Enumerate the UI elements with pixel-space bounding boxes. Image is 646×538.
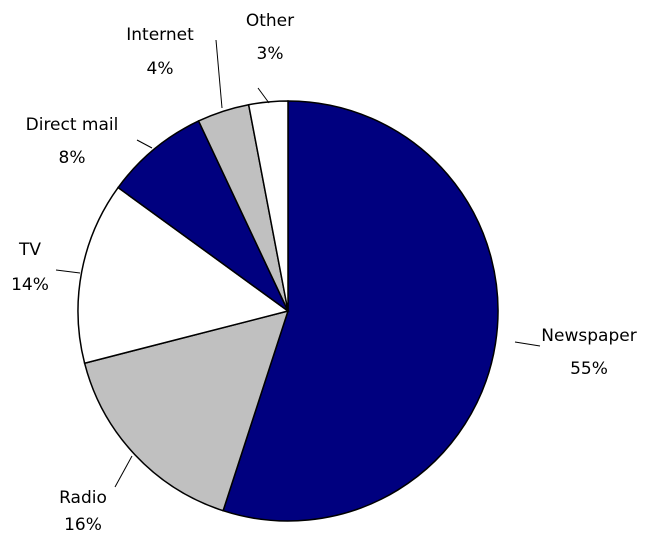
slice-value-radio: 16% bbox=[64, 515, 102, 535]
slice-label-radio: Radio bbox=[59, 488, 107, 508]
leader-line-other bbox=[257, 87, 270, 104]
leader-line-tv bbox=[55, 269, 81, 274]
slice-newspaper bbox=[222, 100, 499, 522]
slice-labels: Newspaper 55% Radio 16% TV 14% Direct mail 8% In… bbox=[11, 11, 637, 535]
slice-direct-mail bbox=[117, 119, 289, 312]
slice-label-tv: TV bbox=[18, 240, 41, 260]
slice-label-other: Other bbox=[246, 11, 294, 31]
slice-value-tv: 14% bbox=[11, 275, 49, 295]
slice-value-internet: 4% bbox=[147, 59, 174, 79]
leader-lines bbox=[55, 39, 541, 488]
slice-label-direct-mail: Direct mail bbox=[26, 115, 119, 135]
leader-line-newspaper bbox=[514, 341, 541, 347]
slice-radio bbox=[83, 309, 290, 512]
slice-value-other: 3% bbox=[257, 44, 284, 64]
leader-line-radio bbox=[114, 455, 133, 488]
slice-value-newspaper: 55% bbox=[570, 359, 608, 379]
leader-line-internet bbox=[215, 39, 223, 109]
slice-label-newspaper: Newspaper bbox=[541, 326, 636, 346]
pie-slices bbox=[77, 100, 499, 522]
slice-value-direct-mail: 8% bbox=[59, 148, 86, 168]
leader-line-direct-mail bbox=[136, 139, 153, 149]
slice-tv bbox=[77, 186, 290, 365]
slice-label-internet: Internet bbox=[126, 25, 194, 45]
